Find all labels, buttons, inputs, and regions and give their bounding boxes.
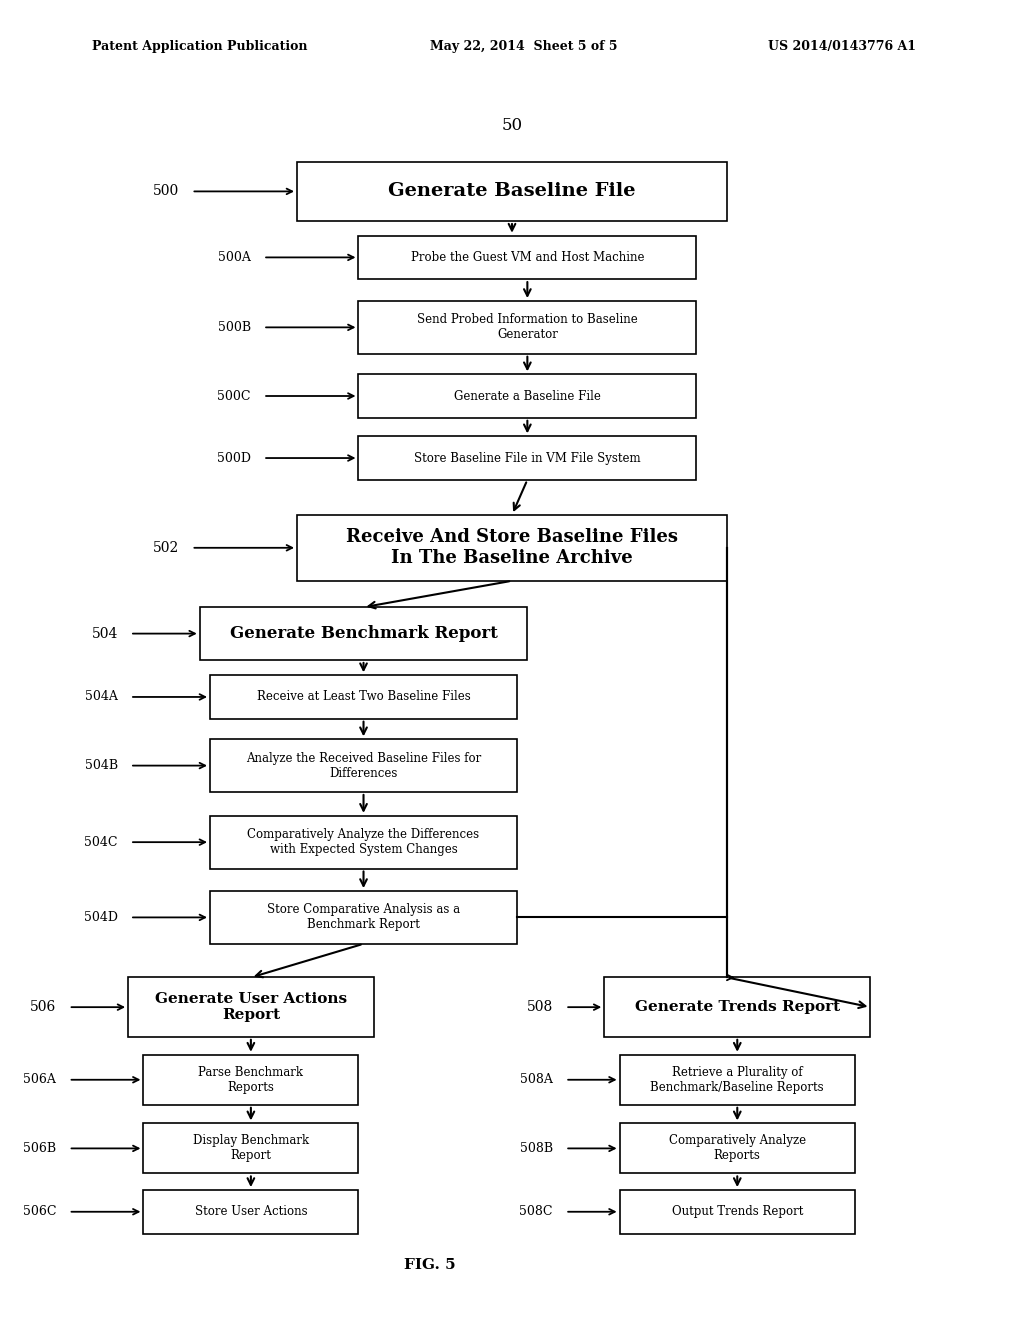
Text: Generate a Baseline File: Generate a Baseline File bbox=[454, 389, 601, 403]
Text: Parse Benchmark
Reports: Parse Benchmark Reports bbox=[199, 1065, 303, 1094]
Text: 508C: 508C bbox=[519, 1205, 553, 1218]
FancyBboxPatch shape bbox=[143, 1191, 358, 1233]
FancyBboxPatch shape bbox=[143, 1123, 358, 1173]
Text: 500B: 500B bbox=[218, 321, 251, 334]
Text: 500C: 500C bbox=[217, 389, 251, 403]
Text: 508B: 508B bbox=[520, 1142, 553, 1155]
Text: Comparatively Analyze
Reports: Comparatively Analyze Reports bbox=[669, 1134, 806, 1163]
Text: Probe the Guest VM and Host Machine: Probe the Guest VM and Host Machine bbox=[411, 251, 644, 264]
Text: 504A: 504A bbox=[85, 690, 118, 704]
FancyBboxPatch shape bbox=[358, 235, 696, 279]
FancyBboxPatch shape bbox=[210, 739, 517, 792]
Text: 50: 50 bbox=[502, 117, 522, 133]
Text: 502: 502 bbox=[153, 541, 179, 554]
Text: 500D: 500D bbox=[217, 451, 251, 465]
Text: 504: 504 bbox=[91, 627, 118, 640]
Text: Retrieve a Plurality of
Benchmark/Baseline Reports: Retrieve a Plurality of Benchmark/Baseli… bbox=[650, 1065, 824, 1094]
Text: Generate User Actions
Report: Generate User Actions Report bbox=[155, 993, 347, 1022]
Text: 506A: 506A bbox=[24, 1073, 56, 1086]
Text: 506: 506 bbox=[30, 1001, 56, 1014]
FancyBboxPatch shape bbox=[210, 676, 517, 718]
Text: Send Probed Information to Baseline
Generator: Send Probed Information to Baseline Gene… bbox=[417, 313, 638, 342]
FancyBboxPatch shape bbox=[210, 891, 517, 944]
Text: US 2014/0143776 A1: US 2014/0143776 A1 bbox=[768, 40, 916, 53]
FancyBboxPatch shape bbox=[128, 977, 374, 1038]
Text: Generate Trends Report: Generate Trends Report bbox=[635, 1001, 840, 1014]
FancyBboxPatch shape bbox=[620, 1123, 855, 1173]
FancyBboxPatch shape bbox=[620, 1055, 855, 1105]
FancyBboxPatch shape bbox=[604, 977, 870, 1038]
FancyBboxPatch shape bbox=[620, 1191, 855, 1233]
FancyBboxPatch shape bbox=[200, 607, 527, 660]
Text: 508A: 508A bbox=[520, 1073, 553, 1086]
FancyBboxPatch shape bbox=[358, 301, 696, 354]
Text: 508: 508 bbox=[526, 1001, 553, 1014]
Text: Store Baseline File in VM File System: Store Baseline File in VM File System bbox=[414, 451, 641, 465]
Text: 506C: 506C bbox=[23, 1205, 56, 1218]
Text: Comparatively Analyze the Differences
with Expected System Changes: Comparatively Analyze the Differences wi… bbox=[248, 828, 479, 857]
Text: 500A: 500A bbox=[218, 251, 251, 264]
Text: 504D: 504D bbox=[84, 911, 118, 924]
Text: 504C: 504C bbox=[84, 836, 118, 849]
Text: Output Trends Report: Output Trends Report bbox=[672, 1205, 803, 1218]
Text: May 22, 2014  Sheet 5 of 5: May 22, 2014 Sheet 5 of 5 bbox=[430, 40, 617, 53]
FancyBboxPatch shape bbox=[210, 816, 517, 869]
Text: Store Comparative Analysis as a
Benchmark Report: Store Comparative Analysis as a Benchmar… bbox=[267, 903, 460, 932]
Text: Generate Benchmark Report: Generate Benchmark Report bbox=[229, 626, 498, 642]
Text: Patent Application Publication: Patent Application Publication bbox=[92, 40, 307, 53]
FancyBboxPatch shape bbox=[358, 375, 696, 417]
Text: FIG. 5: FIG. 5 bbox=[404, 1258, 456, 1271]
Text: Store User Actions: Store User Actions bbox=[195, 1205, 307, 1218]
Text: 500: 500 bbox=[153, 185, 179, 198]
FancyBboxPatch shape bbox=[143, 1055, 358, 1105]
Text: Receive at Least Two Baseline Files: Receive at Least Two Baseline Files bbox=[257, 690, 470, 704]
FancyBboxPatch shape bbox=[297, 161, 727, 220]
FancyBboxPatch shape bbox=[297, 515, 727, 581]
Text: Analyze the Received Baseline Files for
Differences: Analyze the Received Baseline Files for … bbox=[246, 751, 481, 780]
Text: 506B: 506B bbox=[24, 1142, 56, 1155]
Text: 504B: 504B bbox=[85, 759, 118, 772]
Text: Generate Baseline File: Generate Baseline File bbox=[388, 182, 636, 201]
Text: Display Benchmark
Report: Display Benchmark Report bbox=[193, 1134, 309, 1163]
Text: Receive And Store Baseline Files
In The Baseline Archive: Receive And Store Baseline Files In The … bbox=[346, 528, 678, 568]
FancyBboxPatch shape bbox=[358, 436, 696, 479]
